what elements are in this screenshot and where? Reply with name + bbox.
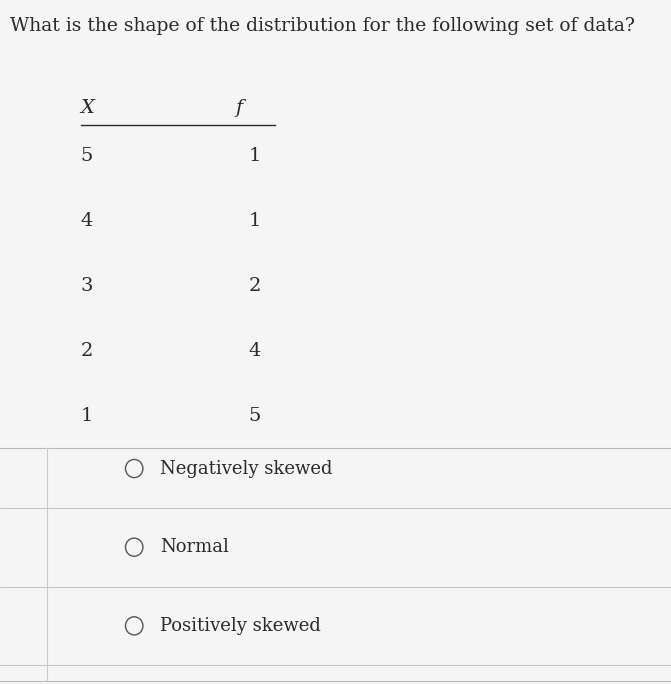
Text: Normal: Normal <box>160 538 229 556</box>
Text: 1: 1 <box>248 212 260 230</box>
Text: Negatively skewed: Negatively skewed <box>160 460 332 477</box>
Text: 5: 5 <box>81 147 93 165</box>
Text: 2: 2 <box>81 342 93 360</box>
Text: Positively skewed: Positively skewed <box>160 617 321 635</box>
Text: What is the shape of the distribution for the following set of data?: What is the shape of the distribution fo… <box>10 17 635 35</box>
Text: f: f <box>235 99 242 117</box>
Text: X: X <box>81 99 95 117</box>
Text: 4: 4 <box>248 342 260 360</box>
Text: 3: 3 <box>81 277 93 295</box>
Text: 4: 4 <box>81 212 93 230</box>
Text: 5: 5 <box>248 407 260 425</box>
Text: 1: 1 <box>81 407 93 425</box>
Text: 1: 1 <box>248 147 260 165</box>
Text: 2: 2 <box>248 277 260 295</box>
